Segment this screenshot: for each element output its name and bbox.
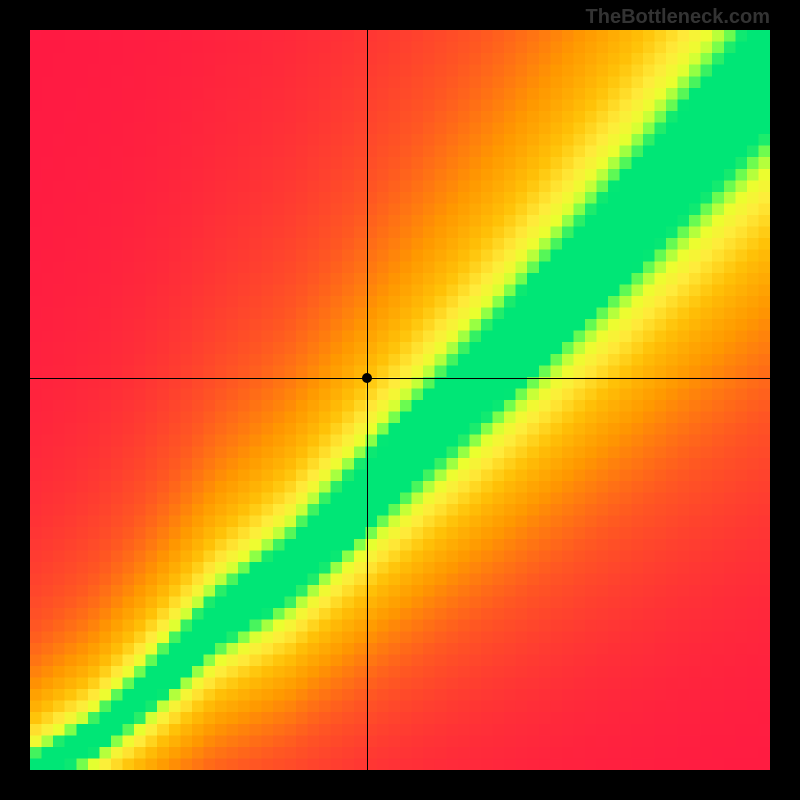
heatmap-chart: [30, 30, 770, 770]
chart-container: TheBottleneck.com: [0, 0, 800, 800]
heatmap-canvas: [30, 30, 770, 770]
watermark-text: TheBottleneck.com: [586, 6, 770, 29]
